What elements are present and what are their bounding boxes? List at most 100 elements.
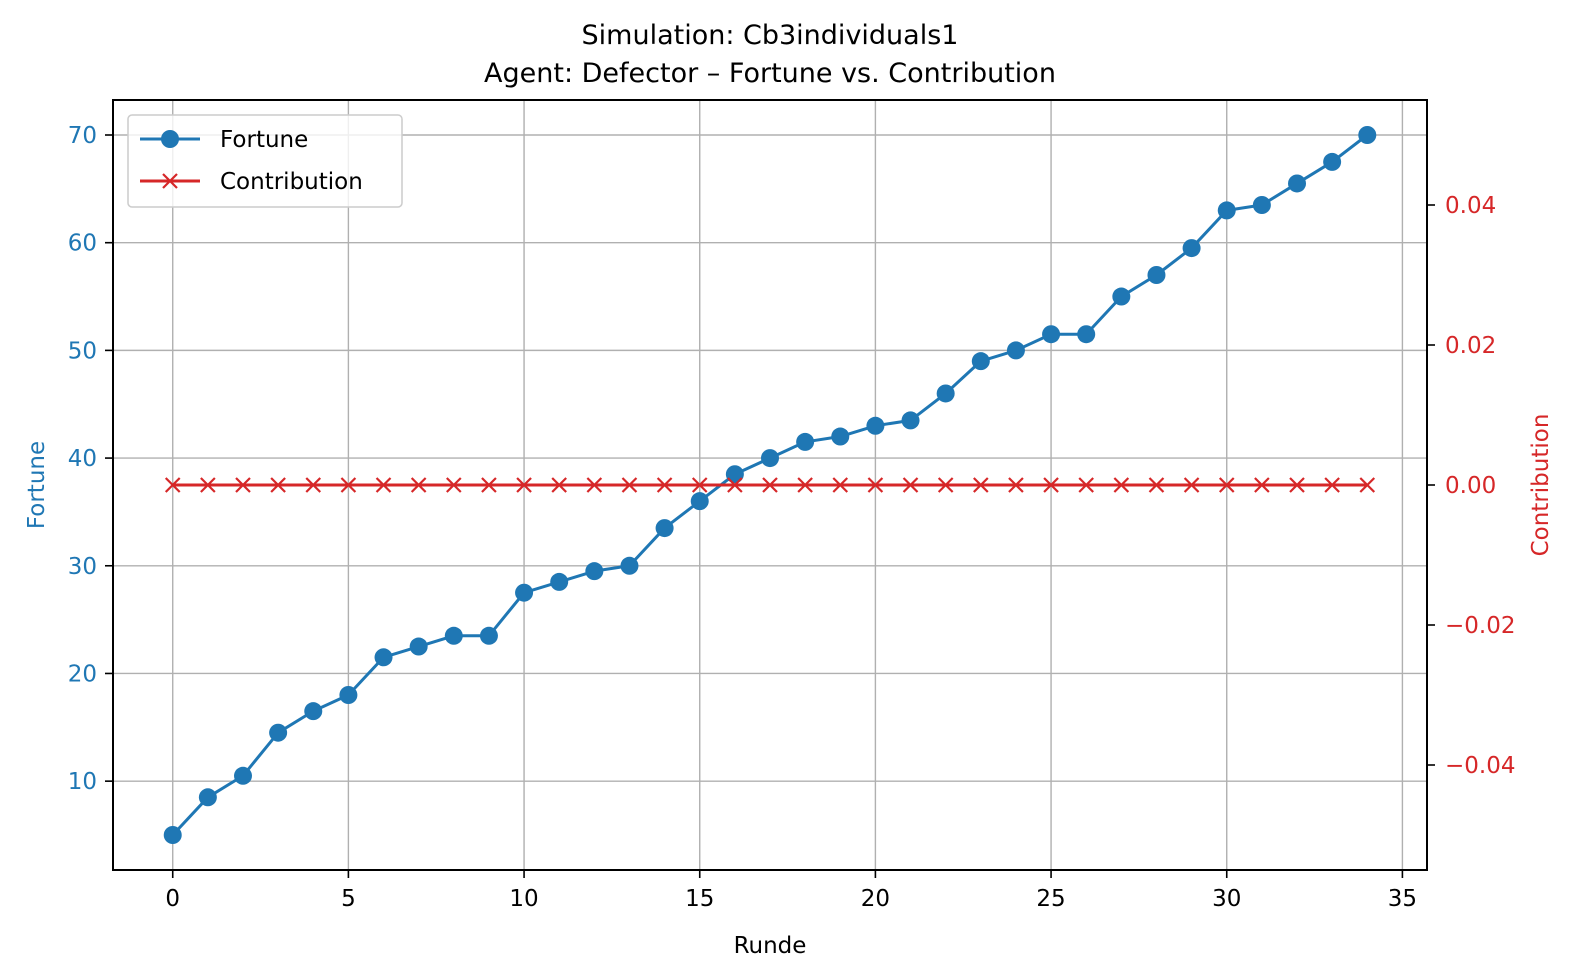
fortune-point-26 bbox=[1077, 325, 1096, 344]
contribution-point-16 bbox=[727, 477, 743, 493]
contribution-point-30 bbox=[1218, 477, 1235, 493]
contribution-point-17 bbox=[762, 477, 778, 493]
y-left-tick-label-3: 40 bbox=[68, 446, 97, 472]
fortune-point-11 bbox=[550, 572, 569, 591]
contribution-point-18 bbox=[797, 477, 813, 493]
legend: Fortune Contribution bbox=[127, 114, 403, 208]
fortune-point-23 bbox=[971, 352, 990, 371]
fortune-point-8 bbox=[444, 626, 463, 645]
contribution-point-14 bbox=[656, 477, 673, 493]
fortune-point-28 bbox=[1147, 266, 1166, 284]
y-right-tick-label-4: 0.04 bbox=[1445, 193, 1496, 219]
contribution-point-12 bbox=[586, 477, 603, 493]
contribution-point-22 bbox=[937, 477, 954, 493]
contribution-series bbox=[164, 477, 1376, 493]
contribution-point-24 bbox=[1008, 477, 1024, 493]
x-axis-label: Runde bbox=[734, 933, 807, 959]
contribution-point-1 bbox=[200, 477, 216, 493]
contribution-point-10 bbox=[516, 477, 532, 493]
fortune-point-10 bbox=[515, 583, 534, 602]
fortune-point-16 bbox=[725, 465, 744, 484]
legend-fortune-label: Fortune bbox=[220, 127, 308, 153]
x-tick-label-1: 5 bbox=[341, 886, 356, 912]
x-tick-label-3: 15 bbox=[685, 886, 714, 912]
fortune-point-6 bbox=[374, 648, 393, 667]
y-left-tick-label-0: 10 bbox=[68, 769, 97, 795]
fortune-point-27 bbox=[1112, 287, 1131, 306]
fortune-point-24 bbox=[1006, 341, 1025, 360]
fortune-point-33 bbox=[1323, 152, 1342, 171]
fortune-point-3 bbox=[269, 723, 288, 742]
contribution-point-33 bbox=[1324, 477, 1340, 493]
fortune-point-15 bbox=[690, 492, 709, 511]
fortune-series bbox=[163, 126, 1377, 844]
contribution-point-19 bbox=[832, 477, 849, 493]
fortune-point-32 bbox=[1288, 174, 1307, 193]
y-axis-right: −0.04 −0.02 0.00 0.02 0.04 bbox=[1427, 193, 1515, 779]
y-right-tick-label-1: −0.02 bbox=[1445, 613, 1515, 639]
contribution-point-23 bbox=[973, 477, 989, 493]
y-right-tick-label-0: −0.04 bbox=[1445, 753, 1515, 779]
fortune-point-17 bbox=[761, 449, 779, 468]
contribution-point-13 bbox=[621, 477, 638, 493]
contribution-point-31 bbox=[1254, 477, 1270, 493]
contribution-point-20 bbox=[867, 477, 884, 493]
contribution-point-32 bbox=[1289, 477, 1305, 493]
x-axis: 0 5 10 15 20 25 30 35 bbox=[165, 870, 1417, 912]
fortune-point-22 bbox=[936, 384, 955, 403]
fortune-point-25 bbox=[1042, 325, 1061, 344]
y-left-tick-label-2: 30 bbox=[68, 554, 97, 580]
contribution-point-28 bbox=[1148, 477, 1165, 493]
contribution-point-11 bbox=[551, 477, 567, 493]
y-axis-left: 10 20 30 40 50 60 70 bbox=[68, 123, 113, 795]
fortune-point-34 bbox=[1358, 126, 1377, 144]
x-tick-label-0: 0 bbox=[165, 886, 180, 912]
fortune-point-5 bbox=[339, 686, 358, 704]
fortune-point-12 bbox=[585, 562, 604, 581]
fortune-point-18 bbox=[796, 432, 815, 451]
contribution-point-9 bbox=[481, 477, 497, 493]
fortune-point-29 bbox=[1182, 239, 1201, 258]
legend-fortune-marker bbox=[161, 130, 179, 148]
contribution-point-27 bbox=[1113, 477, 1130, 493]
x-tick-label-7: 35 bbox=[1388, 886, 1417, 912]
contribution-point-5 bbox=[340, 477, 357, 493]
chart-subtitle: Agent: Defector – Fortune vs. Contributi… bbox=[484, 58, 1056, 89]
y-left-tick-label-5: 60 bbox=[68, 231, 97, 257]
y-axis-right-label: Contribution bbox=[1528, 414, 1554, 557]
y-left-tick-label-1: 20 bbox=[68, 661, 97, 687]
fortune-point-19 bbox=[831, 427, 850, 446]
y-right-tick-label-2: 0.00 bbox=[1445, 473, 1496, 499]
x-tick-label-6: 30 bbox=[1212, 886, 1241, 912]
contribution-point-29 bbox=[1183, 477, 1200, 493]
contribution-point-2 bbox=[235, 477, 251, 493]
fortune-point-14 bbox=[655, 519, 674, 538]
fortune-point-0 bbox=[163, 826, 182, 844]
grid bbox=[113, 100, 1427, 870]
contribution-point-6 bbox=[375, 477, 392, 493]
fortune-point-4 bbox=[304, 702, 323, 721]
fortune-point-21 bbox=[901, 411, 920, 430]
contribution-point-26 bbox=[1078, 477, 1094, 493]
fortune-point-30 bbox=[1217, 201, 1236, 220]
x-tick-label-5: 25 bbox=[1036, 886, 1065, 912]
y-axis-left-label: Fortune bbox=[24, 441, 50, 529]
contribution-point-4 bbox=[305, 477, 322, 493]
fortune-point-7 bbox=[409, 637, 428, 656]
contribution-point-15 bbox=[691, 477, 708, 493]
fortune-point-9 bbox=[479, 626, 498, 645]
legend-contribution-label: Contribution bbox=[220, 169, 363, 195]
fortune-point-20 bbox=[866, 416, 885, 435]
contribution-point-7 bbox=[410, 477, 427, 493]
contribution-point-0 bbox=[164, 477, 181, 493]
y-right-tick-label-3: 0.02 bbox=[1445, 333, 1496, 359]
y-left-tick-label-4: 50 bbox=[68, 338, 97, 364]
x-tick-label-4: 20 bbox=[861, 886, 890, 912]
fortune-point-13 bbox=[620, 556, 639, 575]
contribution-point-21 bbox=[902, 477, 919, 493]
chart-title: Simulation: Cb3individuals1 bbox=[582, 20, 959, 51]
x-tick-label-2: 10 bbox=[509, 886, 538, 912]
contribution-point-8 bbox=[446, 477, 462, 493]
legend-contribution-marker bbox=[162, 173, 178, 189]
